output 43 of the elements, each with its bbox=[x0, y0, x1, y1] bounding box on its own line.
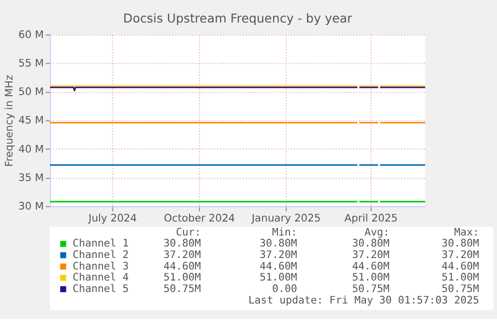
x-tick-label: January 2025 bbox=[250, 212, 321, 225]
text: 51.00M bbox=[442, 272, 480, 284]
legend-label: Channel 2 bbox=[72, 249, 129, 262]
x-tick-label: July 2024 bbox=[88, 212, 138, 225]
legend-label: Channel 5 bbox=[72, 283, 129, 295]
legend-label: Channel 4 bbox=[72, 272, 129, 284]
text: 44.60M bbox=[442, 260, 480, 272]
text: 51.00M bbox=[163, 272, 201, 284]
text: 44.60M bbox=[163, 260, 201, 272]
text: 0.00 bbox=[272, 283, 298, 295]
text: 37.20M bbox=[260, 249, 298, 262]
text: 44.60M bbox=[352, 260, 390, 272]
legend-label: Channel 1 bbox=[72, 238, 129, 250]
y-tick-label: 55 M bbox=[18, 57, 44, 70]
text: 30.80M bbox=[163, 238, 201, 250]
text: 37.20M bbox=[442, 249, 480, 262]
text: 37.20M bbox=[163, 249, 201, 262]
text: 30.80M bbox=[442, 238, 480, 250]
text: 50.75M bbox=[163, 283, 201, 295]
y-tick-label: 50 M bbox=[18, 86, 44, 98]
y-axis-title: Frequency in MHz bbox=[4, 74, 16, 167]
y-tick-label: 45 M bbox=[18, 114, 44, 127]
x-tick-label: April 2025 bbox=[344, 212, 398, 225]
text: 50.75M bbox=[442, 283, 480, 295]
text: 30.80M bbox=[260, 238, 298, 250]
legend-label: Channel 3 bbox=[72, 260, 129, 272]
y-tick-label: 40 M bbox=[18, 143, 44, 156]
text: 30.80M bbox=[352, 238, 390, 250]
text: Max: bbox=[454, 226, 480, 238]
text: 44.60M bbox=[260, 260, 298, 272]
text: 51.00M bbox=[352, 272, 390, 284]
text: 37.20M bbox=[352, 249, 390, 262]
text: Cur: bbox=[176, 226, 201, 238]
y-tick-label: 60 M bbox=[18, 28, 44, 41]
text: 50.75M bbox=[352, 283, 390, 295]
text: Avg: bbox=[364, 226, 390, 238]
text: Min: bbox=[272, 226, 298, 238]
y-tick-label: 35 M bbox=[18, 172, 44, 184]
y-tick-label: 30 M bbox=[18, 200, 44, 212]
text: 51.00M bbox=[260, 272, 298, 284]
x-tick-label: October 2024 bbox=[164, 212, 236, 225]
text: Last update: Fri May 30 01:57:03 2025 bbox=[248, 294, 480, 306]
chart-title: Docsis Upstream Frequency - by year bbox=[123, 11, 354, 26]
